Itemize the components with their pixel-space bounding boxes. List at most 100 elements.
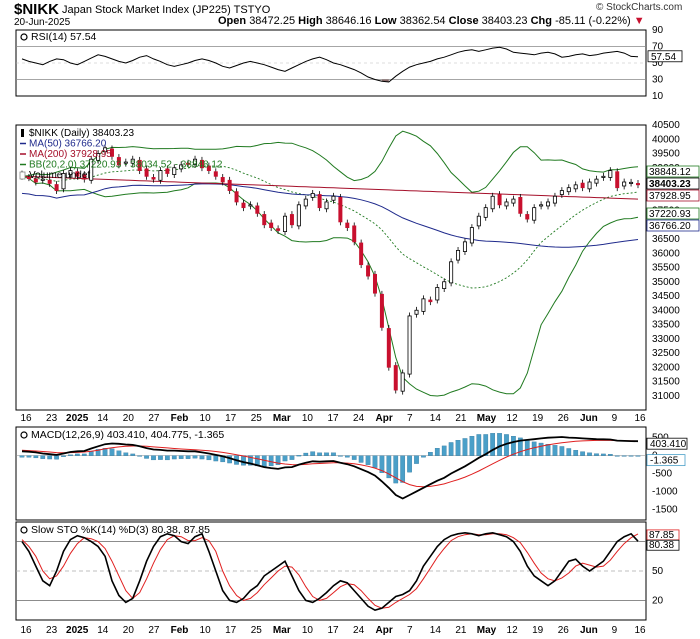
macd-hist-bar	[531, 441, 537, 456]
macd-signal-line	[21, 439, 639, 488]
sto-x-tick: 17	[225, 625, 237, 636]
macd-hist-bar	[379, 455, 385, 473]
sto-k-label: 80.38	[649, 540, 674, 551]
candle-body	[414, 309, 419, 315]
candle-body	[442, 281, 447, 289]
legend-item-bb: BB(20,2.0) 37220.93 - 38034.52 - 38848.1…	[29, 160, 223, 171]
macd-hist-bar	[275, 455, 281, 465]
macd-hist-bar	[61, 455, 66, 457]
macd-hist-bar	[448, 442, 454, 456]
macd-hist-bar	[358, 455, 364, 463]
macd-hist-bar	[587, 452, 592, 456]
close-value: 38403.23	[481, 15, 528, 27]
macd-hist-label: -1.365	[650, 456, 679, 467]
candle-body	[179, 164, 184, 170]
candle-body	[435, 287, 440, 301]
candle-body	[331, 195, 336, 201]
candle-body	[75, 171, 80, 177]
candle-body	[33, 178, 38, 183]
sto-x-tick: Mar	[273, 625, 291, 636]
candle-body	[497, 194, 502, 206]
macd-hist-bar	[40, 455, 46, 459]
high-label: High	[298, 15, 323, 27]
candle-body	[172, 167, 177, 175]
chg-label: Chg	[530, 15, 552, 27]
candle-body	[580, 182, 585, 189]
sto-x-tick: 20	[123, 625, 135, 636]
macd-hist-bar	[607, 454, 613, 456]
macd-hist-bar	[241, 455, 246, 466]
price-x-tick: Mar	[273, 413, 291, 424]
rsi-y-tick: 90	[652, 25, 664, 36]
candle-body	[511, 198, 516, 204]
legend-item-candle: $NIKK (Daily) 38403.23	[29, 128, 134, 139]
macd-hist-bar	[566, 448, 572, 456]
price-x-tick: Jun	[580, 413, 598, 424]
sto-title: Slow STO %K(14) %D(3) 80.38, 87.85	[31, 524, 210, 536]
candle-body	[386, 328, 391, 368]
candle-body	[47, 179, 52, 184]
candle-body	[393, 365, 398, 391]
candle-body	[144, 168, 149, 177]
macd-hist-bar	[123, 452, 129, 456]
rsi-y-tick: 10	[652, 91, 664, 102]
price-x-tick: 24	[353, 413, 365, 424]
sto-x-tick: 14	[430, 625, 442, 636]
candle-body	[532, 207, 537, 221]
macd-hist-bar	[483, 434, 489, 456]
candle-body	[483, 207, 488, 218]
price-x-tick: 17	[225, 413, 237, 424]
sto-x-tick: 17	[327, 625, 339, 636]
sto-x-tick: Jun	[580, 625, 598, 636]
macd-hist-bar	[81, 453, 87, 456]
price-x-tick: 10	[302, 413, 314, 424]
legend-item-ma50: MA(50) 36766.20	[29, 139, 107, 150]
macd-title: MACD(12,26,9) 403.410, 404.775, -1.365	[31, 429, 224, 441]
price-y-tick: 40000	[652, 134, 680, 145]
price-label-close: 38403.23	[649, 179, 691, 190]
macd-hist-bar	[365, 455, 371, 465]
candle-body	[296, 204, 301, 227]
rsi-title: RSI(14) 57.54	[31, 31, 97, 43]
sto-x-tick: 9	[612, 625, 618, 636]
macd-hist-bar	[621, 455, 627, 457]
candle-body	[103, 147, 108, 153]
price-x-tick: 14	[97, 413, 109, 424]
high-value: 38646.16	[325, 15, 372, 27]
price-y-tick: 36000	[652, 248, 680, 259]
macd-hist-bar	[524, 440, 530, 456]
sto-x-tick: 23	[46, 625, 58, 636]
macd-hist-bar	[469, 436, 475, 456]
candle-body	[186, 162, 191, 165]
macd-hist-bar	[109, 448, 115, 456]
macd-hist-bar	[386, 455, 392, 479]
low-value: 38362.54	[399, 15, 446, 27]
bb-lower-line	[21, 175, 639, 397]
macd-hist-bar	[580, 451, 585, 456]
legend-item-ma200: MA(200) 37928.95	[29, 149, 112, 160]
macd-hist-bar	[192, 455, 198, 459]
macd-last-box	[646, 437, 688, 450]
rsi-y-tick: 70	[652, 42, 664, 53]
macd-hist-bar	[303, 452, 309, 456]
macd-hist-bar	[164, 455, 170, 461]
macd-hist-bar	[441, 445, 447, 456]
candle-body	[158, 170, 163, 181]
candle-body	[407, 315, 412, 375]
candle-body	[269, 222, 274, 228]
price-y-tick: 35500	[652, 263, 680, 274]
candle-body	[366, 265, 371, 277]
price-y-tick: 33000	[652, 334, 680, 345]
candle-body	[345, 222, 350, 228]
price-x-tick: 19	[532, 413, 544, 424]
macd-hist-bar	[317, 452, 322, 456]
macd-hist-bar	[19, 455, 25, 458]
candle-body	[476, 215, 481, 227]
macd-hist-bar	[538, 442, 544, 456]
candle-body	[462, 241, 467, 252]
macd-hist-bar	[310, 451, 316, 456]
sto-x-tick: 24	[353, 625, 365, 636]
candle-body	[352, 225, 357, 243]
macd-hist-bar	[199, 455, 205, 460]
